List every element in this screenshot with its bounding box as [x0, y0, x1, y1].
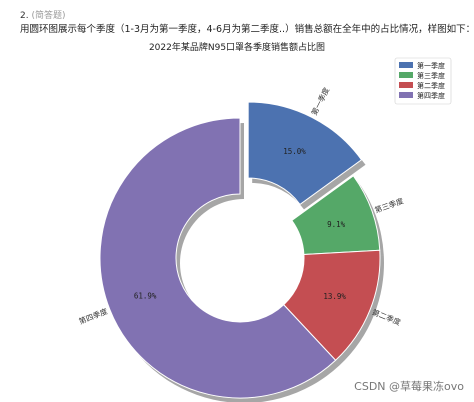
question-number-text: 2.: [20, 11, 29, 21]
slice-category-label: 第二季度: [371, 307, 403, 328]
slices: [99, 101, 381, 399]
watermark: CSDN @草莓果冻ovo: [354, 380, 464, 393]
question-text: 用圆环图展示每个季度（1-3月为第一季度，4-6月为第二季度..）销售总额在全年…: [20, 24, 474, 35]
slice-category-label: 第四季度: [77, 306, 109, 326]
legend-swatch: [399, 62, 413, 68]
slice-1: [247, 101, 363, 206]
slice-4: [99, 117, 337, 399]
question-number: 2. (简答题): [20, 8, 66, 21]
legend-swatch: [399, 72, 413, 78]
chart-title: 2022年某品牌N95口罩各季度销售额占比图: [148, 43, 326, 53]
legend-label: 第三季度: [417, 71, 445, 80]
legend-label: 第二季度: [417, 81, 445, 90]
slice-category-label: 第一季度: [309, 85, 332, 117]
slice-value-label: 9.1%: [327, 220, 346, 229]
slice-value-label: 13.9%: [323, 292, 346, 301]
slice-value-label: 61.9%: [134, 291, 157, 300]
slice-category-label: 第三季度: [373, 195, 405, 215]
legend-swatch: [399, 82, 413, 88]
legend-label: 第一季度: [417, 61, 445, 70]
legend-swatch: [399, 92, 413, 98]
question-type-tag: (简答题): [31, 11, 66, 21]
slice-value-label: 15.0%: [283, 147, 306, 156]
legend-label: 第四季度: [417, 91, 445, 100]
